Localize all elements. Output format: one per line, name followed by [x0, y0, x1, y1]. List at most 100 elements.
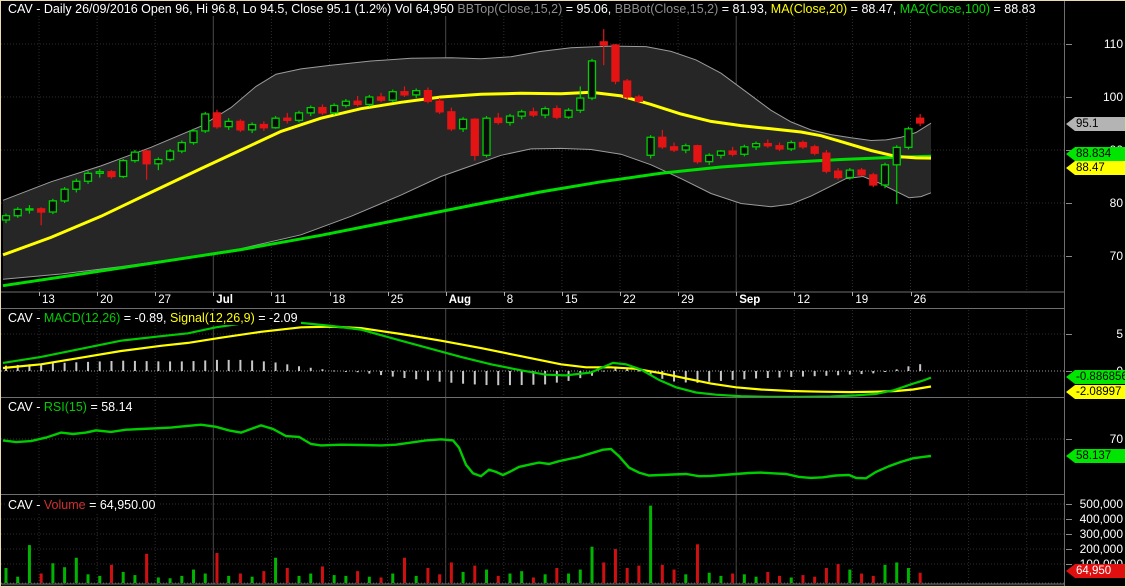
macd-histogram-bar: [403, 371, 406, 379]
volume-bar: [215, 552, 219, 583]
indicator-line: [2, 45, 932, 201]
axis-tick: [1066, 504, 1072, 505]
volume-bar: [391, 573, 395, 583]
volume-bar: [227, 575, 231, 583]
candle-body: [857, 169, 866, 176]
scrollbar-notch[interactable]: [63, 584, 131, 587]
candle-body: [505, 115, 515, 124]
candle-body: [154, 158, 163, 165]
candle-body: [224, 120, 233, 128]
macd-histogram-bar: [532, 371, 535, 385]
candle-body: [587, 60, 597, 99]
volume-bar: [531, 577, 535, 583]
last-value-tag: 95.1: [1066, 117, 1125, 131]
candle-body: [60, 188, 69, 202]
candle-body: [247, 123, 257, 131]
volume-bar: [250, 576, 254, 583]
candle-body: [13, 208, 22, 217]
macd-histogram-bar: [649, 371, 652, 375]
macd-histogram-bar: [391, 371, 394, 377]
macd-histogram-bar: [450, 371, 453, 383]
macd-histogram-bar: [872, 371, 875, 374]
macd-histogram-bar: [98, 361, 101, 371]
volume-bar: [438, 574, 442, 583]
macd-histogram-bar: [790, 371, 793, 377]
candle-body: [177, 141, 186, 152]
indicator-line: [2, 423, 932, 480]
candle-body: [423, 89, 433, 102]
macd-histogram-bar: [837, 371, 840, 376]
candle-body: [681, 145, 690, 151]
header-segment: = 88.83: [990, 2, 1036, 16]
macd-histogram-bar: [825, 371, 828, 376]
volume-bar: [801, 575, 805, 583]
volume-bar: [660, 564, 664, 583]
candle-body: [271, 117, 280, 129]
macd-histogram-bar: [462, 371, 465, 384]
date-tick: [445, 292, 447, 296]
volume-bar: [789, 577, 793, 583]
macd-histogram-bar: [356, 371, 359, 373]
volume-bar: [918, 572, 922, 583]
macd-histogram-bar: [485, 371, 488, 386]
candle-body: [365, 96, 374, 106]
header-segment: MA2(Close,100): [899, 2, 991, 16]
volume-bar: [379, 577, 383, 583]
volume-bar: [367, 576, 371, 583]
macd-histogram-bar: [133, 360, 136, 371]
candle-body: [95, 171, 104, 174]
candle-body: [728, 150, 737, 155]
macd-histogram-bar: [51, 363, 54, 371]
date-tick: [736, 292, 738, 296]
date-tick: [561, 292, 563, 296]
candle-body: [259, 123, 268, 129]
volume-bar: [672, 569, 676, 583]
volume-bar: [145, 553, 149, 583]
volume-bar: [754, 576, 758, 583]
header-segment: Signal(12,26,9): [170, 311, 255, 325]
volume-bar: [168, 578, 172, 583]
volume-bar: [496, 575, 500, 583]
volume-bar: [109, 564, 113, 583]
candle-body: [482, 117, 491, 156]
volume-bar: [320, 566, 324, 583]
macd-histogram-bar: [63, 362, 66, 371]
header-segment: = 95.06,: [562, 2, 615, 16]
y-axis-tick-label: 100: [1102, 90, 1123, 104]
candle-body: [540, 108, 550, 116]
volume-bar: [895, 562, 899, 583]
date-axis[interactable]: 13 20 27 Jul 11 18 25 Aug 8 15 22 29 Sep 12 19 26: [1, 292, 1064, 308]
volume-bar: [871, 575, 875, 583]
candle-body: [435, 100, 444, 113]
y-axis-tick-label: 110: [1103, 37, 1123, 51]
date-label: 26: [913, 294, 927, 306]
macd-histogram-bar: [813, 371, 816, 377]
header-segment: CAV -: [8, 498, 44, 512]
candle-body: [330, 104, 339, 114]
macd-histogram-bar: [110, 360, 113, 371]
date-tick: [794, 292, 796, 296]
candle-body: [119, 159, 128, 178]
date-label: 25: [390, 294, 404, 306]
value-axis-column[interactable]: 1101009080705070500,000400,000300,000200…: [1065, 1, 1125, 586]
candle-body: [37, 208, 46, 213]
y-axis-tick-label: 500,000: [1079, 497, 1123, 511]
volume-bar: [98, 575, 102, 583]
volume-bar: [402, 557, 406, 583]
candle-body: [611, 44, 620, 82]
candle-body: [412, 89, 421, 96]
volume-bar: [51, 563, 55, 583]
macd-histogram-bar: [884, 371, 886, 372]
date-tick: [910, 292, 912, 296]
indicator-line: [2, 325, 932, 394]
candle-body: [798, 141, 808, 148]
candle-body: [751, 142, 761, 148]
header-segment: = 64,950.00: [85, 498, 156, 512]
volume-bar: [344, 575, 348, 583]
candle-body: [83, 172, 93, 182]
header-segment: = -0.89,: [120, 311, 170, 325]
candle-body: [341, 100, 351, 107]
candle-body: [845, 169, 854, 179]
